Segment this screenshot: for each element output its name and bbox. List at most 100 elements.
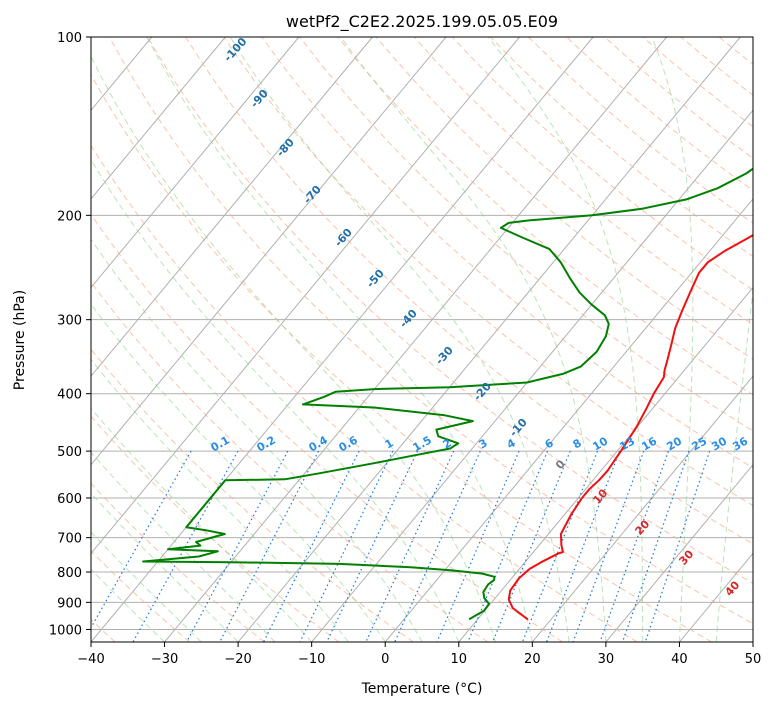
dry-adiabat-21 — [566, 37, 753, 192]
mixing-ratio-line-16 — [621, 450, 690, 642]
moist-adiabat-0 — [91, 568, 165, 642]
mixing-ratio-line-13 — [546, 450, 621, 642]
dry-adiabat-3 — [91, 415, 340, 642]
y-tick-label: 400 — [57, 388, 82, 403]
mixing-ratio-line-15 — [599, 450, 670, 642]
mixing-ratio-line-10 — [467, 450, 549, 642]
dry-adiabat-label: -60 — [332, 226, 355, 250]
plot-frame — [90, 36, 754, 643]
x-tick-label: 20 — [524, 652, 541, 667]
x-tick-label: −20 — [224, 652, 251, 667]
y-tick-label: 900 — [57, 596, 82, 611]
mixing-ratio-line-5 — [299, 450, 394, 642]
isotherm-line-16 — [679, 552, 753, 642]
dry-adiabat-1 — [91, 550, 191, 642]
dry-adiabat-26 — [757, 37, 775, 642]
y-tick-label: 300 — [57, 314, 82, 329]
moist-adiabat-15 — [715, 285, 753, 642]
dry-adiabat-18 — [451, 37, 753, 291]
mixing-ratio-label: 8 — [571, 436, 584, 451]
dry-adiabat-2 — [91, 482, 265, 642]
isotherm-line-0 — [0, 37, 5, 642]
moist-adiabat-10 — [146, 37, 533, 642]
x-tick-label: −30 — [151, 652, 178, 667]
y-tick-label: 800 — [57, 566, 82, 581]
mixing-ratio-label: 25 — [689, 435, 709, 454]
mixing-ratio-label: 16 — [639, 434, 659, 453]
dry-adiabat-9 — [108, 37, 753, 625]
dry-adiabat-19 — [490, 37, 753, 257]
x-tick-label: 50 — [745, 652, 762, 667]
x-tick-label: −10 — [298, 652, 325, 667]
isotherm-line-13 — [458, 286, 753, 642]
y-tick-label: 100 — [57, 31, 82, 46]
mixing-ratio-line-11 — [492, 450, 571, 642]
moist-adiabat-7 — [91, 238, 423, 642]
dry-adiabat-label: -80 — [274, 136, 297, 160]
mixing-ratio-label: 20 — [664, 434, 684, 453]
x-axis-label: Temperature (°C) — [361, 681, 483, 697]
moist-adiabat-6 — [91, 303, 386, 642]
moist-adiabat-1 — [91, 531, 202, 642]
x-tick-label: 30 — [598, 652, 615, 667]
mixing-ratio-line-6 — [326, 450, 419, 642]
mixing-ratio-label: 36 — [730, 434, 750, 453]
x-tick-label: 10 — [451, 652, 468, 667]
moist-adiabat-13 — [487, 37, 644, 642]
moist-adiabat-label: 40 — [722, 578, 742, 598]
x-tick-label: 0 — [381, 652, 389, 667]
dry-adiabat-15 — [337, 37, 753, 396]
x-tick-label: −40 — [77, 652, 104, 667]
moist-adiabat-label: 20 — [632, 517, 652, 537]
isotherm-line-9 — [164, 37, 668, 642]
mixing-ratio-line-8 — [394, 450, 481, 642]
dry-adiabat-label: -30 — [433, 344, 456, 368]
moist-adiabat-3 — [91, 451, 276, 642]
dry-adiabat-16 — [375, 37, 753, 360]
dry-adiabat-label: -90 — [248, 87, 271, 111]
y-tick-label: 700 — [57, 532, 82, 547]
mixing-ratio-line-14 — [572, 450, 645, 642]
mixing-ratio-label: 10 — [590, 434, 610, 453]
mixing-ratio-label: 1 — [383, 436, 396, 451]
dry-adiabat-17 — [413, 37, 753, 325]
dry-adiabat-label: -70 — [301, 183, 324, 207]
dry-adiabat-5 — [91, 281, 489, 642]
y-tick-label: 200 — [57, 209, 82, 224]
mixing-ratio-line-0 — [91, 450, 192, 629]
isotherm-line-4 — [91, 37, 300, 289]
mixing-ratio-line-9 — [436, 450, 520, 642]
dewpoint-profile-line — [142, 167, 753, 620]
dry-adiabat-8 — [91, 73, 713, 642]
moist-adiabat-label: 0 — [553, 457, 568, 472]
dry-adiabat-6 — [91, 213, 563, 642]
moist-adiabat-11 — [229, 37, 570, 642]
y-tick-label: 1000 — [49, 623, 82, 638]
moist-adiabat-label: 10 — [590, 486, 610, 506]
chart-title: wetPf2_C2E2.2025.199.05.05.E09 — [286, 12, 558, 32]
mixing-ratio-label: 30 — [709, 434, 729, 453]
y-tick-label: 600 — [57, 492, 82, 507]
mixing-ratio-label: 3 — [477, 436, 490, 451]
mixing-ratio-line-17 — [644, 450, 711, 642]
moist-adiabat-5 — [91, 358, 349, 642]
moist-adiabat-9 — [91, 55, 497, 642]
x-tick-label: 40 — [671, 652, 688, 667]
isotherm-line-5 — [91, 37, 373, 377]
dry-adiabat-label: -40 — [397, 307, 420, 331]
dry-adiabat-23 — [642, 37, 753, 128]
moist-adiabat-8 — [91, 158, 460, 642]
isotherm-line-7 — [91, 37, 520, 555]
dry-adiabat-label: -50 — [364, 267, 387, 291]
moist-adiabat-label: 30 — [676, 547, 696, 567]
dry-adiabat-7 — [91, 144, 638, 642]
isotherm-line-17 — [752, 641, 753, 642]
isotherm-line-8 — [91, 37, 594, 642]
mixing-ratio-line-12 — [521, 450, 599, 642]
isotherm-line-3 — [91, 37, 226, 200]
y-axis-label: Pressure (hPa) — [12, 290, 28, 390]
dry-adiabat-label: -20 — [471, 380, 494, 404]
isotherm-line-6 — [91, 37, 447, 466]
dry-adiabat-24 — [680, 37, 753, 96]
